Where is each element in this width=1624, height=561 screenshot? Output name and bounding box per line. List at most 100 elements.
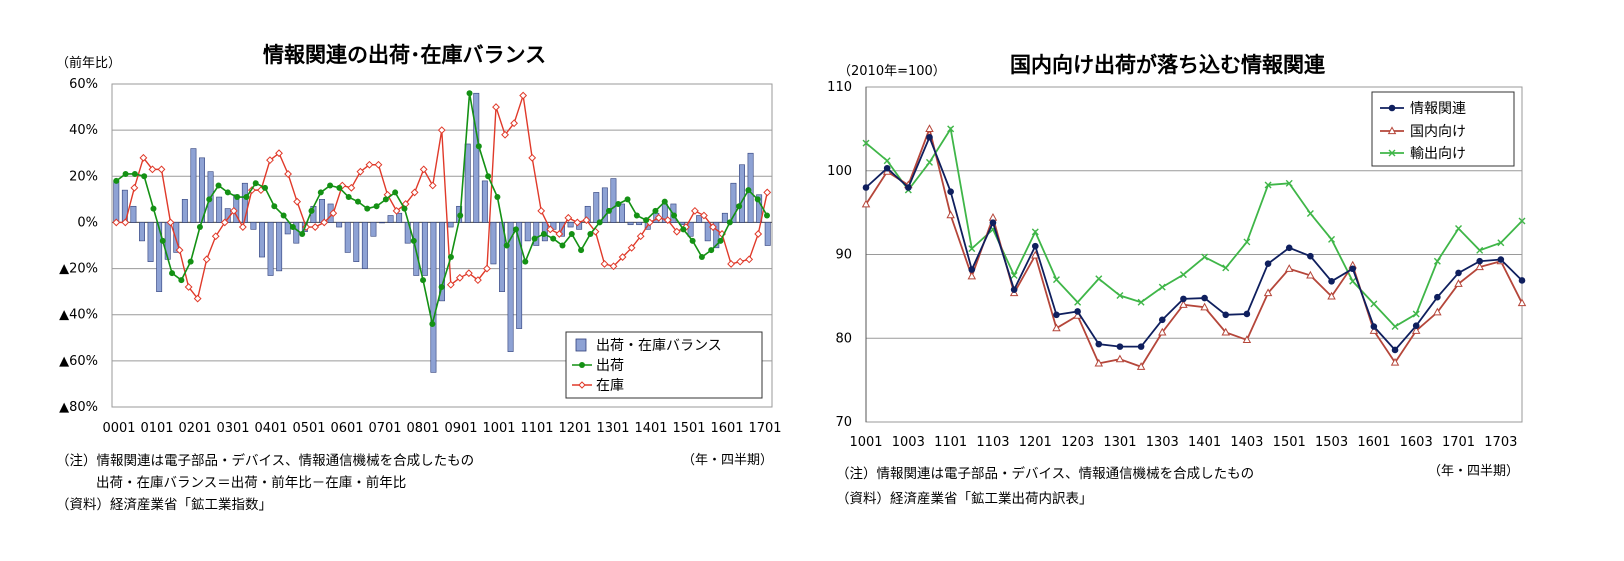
- left-stock-point: [546, 225, 555, 234]
- right-info-point: [1243, 310, 1251, 318]
- left-y-tick-label: ▲20%: [59, 262, 98, 277]
- left-bar: [370, 222, 377, 237]
- left-bar: [173, 222, 180, 253]
- right-x-tick-label: 1401: [1188, 435, 1221, 450]
- left-stock-point: [220, 218, 229, 227]
- left-ship-point: [159, 237, 166, 244]
- right-x-tick-label: 1501: [1273, 435, 1306, 450]
- right-domestic-point: [1454, 279, 1463, 287]
- left-x-tick-label: 0701: [368, 421, 401, 436]
- right-x-tick-label: 1403: [1230, 435, 1263, 450]
- right-y-tick-label: 70: [835, 415, 852, 430]
- left-stock-point: [492, 103, 500, 111]
- left-bar: [190, 148, 197, 223]
- right-unit-label: （2010年=100）: [838, 64, 946, 79]
- left-x-tick-label: 0001: [102, 421, 135, 436]
- right-y-tick-label: 80: [835, 331, 852, 346]
- right-export-point: [1031, 228, 1039, 236]
- right-export-point: [1158, 283, 1166, 291]
- right-info-point: [1116, 343, 1124, 350]
- left-legend-box: [565, 331, 763, 399]
- left-ship-point: [605, 207, 612, 214]
- right-domestic-point: [1263, 288, 1273, 297]
- left-bar: [267, 222, 274, 276]
- right-export-point: [1222, 264, 1230, 272]
- right-export-point: [925, 158, 933, 166]
- right-x-tick-label: 1203: [1061, 435, 1094, 450]
- left-chart-title: 情報関連の出荷･在庫バランス: [263, 43, 547, 67]
- left-stock-point: [446, 280, 455, 289]
- left-ship-point: [447, 254, 454, 261]
- right-domestic-point: [1411, 326, 1421, 334]
- right-info-point: [1180, 295, 1187, 303]
- left-x-tick-label: 0401: [254, 421, 287, 436]
- right-export-point: [1370, 300, 1378, 308]
- left-ship-point: [615, 200, 622, 207]
- left-ship-point: [169, 270, 176, 277]
- left-note-3: （資料）経済産業省「鉱工業指数」: [56, 497, 272, 513]
- left-ship-point: [745, 187, 752, 194]
- left-ship-point: [196, 224, 203, 231]
- left-x-tick-label: 0301: [216, 421, 249, 436]
- right-export-point: [1074, 298, 1082, 306]
- left-bar: [199, 157, 205, 223]
- right-export-point: [947, 125, 955, 133]
- left-stock-point: [284, 170, 292, 178]
- right-info-point: [1137, 343, 1145, 350]
- right-x-tick-label: 1103: [976, 435, 1009, 450]
- left-ship-point: [327, 182, 334, 189]
- right-info-legend-label: 情報関連: [1410, 101, 1466, 117]
- left-ship-point: [763, 212, 770, 219]
- right-domestic-point: [1306, 270, 1315, 279]
- left-stock-point: [202, 255, 211, 264]
- right-domestic-point: [988, 213, 998, 221]
- left-bar: [447, 222, 454, 228]
- right-export-point: [1285, 179, 1293, 187]
- right-domestic-point: [861, 199, 871, 208]
- right-info-point: [1307, 252, 1314, 260]
- left-ship-point: [531, 235, 538, 242]
- right-export-line: [865, 126, 1523, 328]
- right-x-tick-label: 1201: [1019, 435, 1052, 450]
- left-y-tick-label: ▲80%: [59, 400, 98, 415]
- left-x-tick-label: 0501: [292, 421, 325, 436]
- right-info-point: [1264, 260, 1272, 268]
- left-stock-point: [736, 257, 745, 266]
- left-stock-point: [564, 213, 573, 222]
- left-ship-point: [234, 194, 241, 201]
- left-ship-point: [457, 212, 464, 219]
- left-stock-point: [238, 223, 247, 231]
- left-stock-point: [618, 253, 627, 261]
- right-y-tick-label: 90: [835, 248, 852, 263]
- left-ship-point: [345, 194, 352, 201]
- left-stock-point: [410, 188, 419, 197]
- left-stock-point: [157, 165, 166, 174]
- left-y-tick-label: ▲40%: [59, 308, 98, 323]
- left-ship-point: [624, 196, 631, 203]
- right-x-tick-label: 1101: [934, 435, 967, 450]
- left-x-tick-label: 1601: [710, 421, 743, 436]
- left-ship-point: [308, 207, 315, 214]
- left-stock-point: [636, 232, 645, 241]
- right-export-point: [1476, 246, 1484, 254]
- left-y-tick-label: 20%: [69, 169, 98, 184]
- right-info-point: [1158, 316, 1166, 324]
- left-ship-point: [243, 194, 250, 201]
- right-domestic-point: [1475, 262, 1484, 271]
- right-info-point: [1053, 311, 1060, 319]
- left-unit-label: （前年比）: [56, 56, 122, 71]
- left-stock-point: [582, 216, 591, 225]
- right-export-legend-label: 輸出向け: [1410, 146, 1466, 162]
- left-ship-point: [429, 320, 436, 327]
- left-bar: [336, 222, 343, 228]
- left-stock-point: [455, 273, 464, 282]
- left-bar: [481, 180, 488, 223]
- left-stock-point: [392, 206, 401, 215]
- left-ship-point: [262, 184, 269, 191]
- left-legend-bar-label: 出荷・在庫バランス: [596, 337, 722, 354]
- right-info-point: [1518, 277, 1526, 284]
- right-domestic-point: [1390, 357, 1400, 366]
- left-stock-point: [166, 218, 175, 227]
- left-ship-point: [485, 173, 492, 180]
- right-info-point: [1391, 346, 1399, 354]
